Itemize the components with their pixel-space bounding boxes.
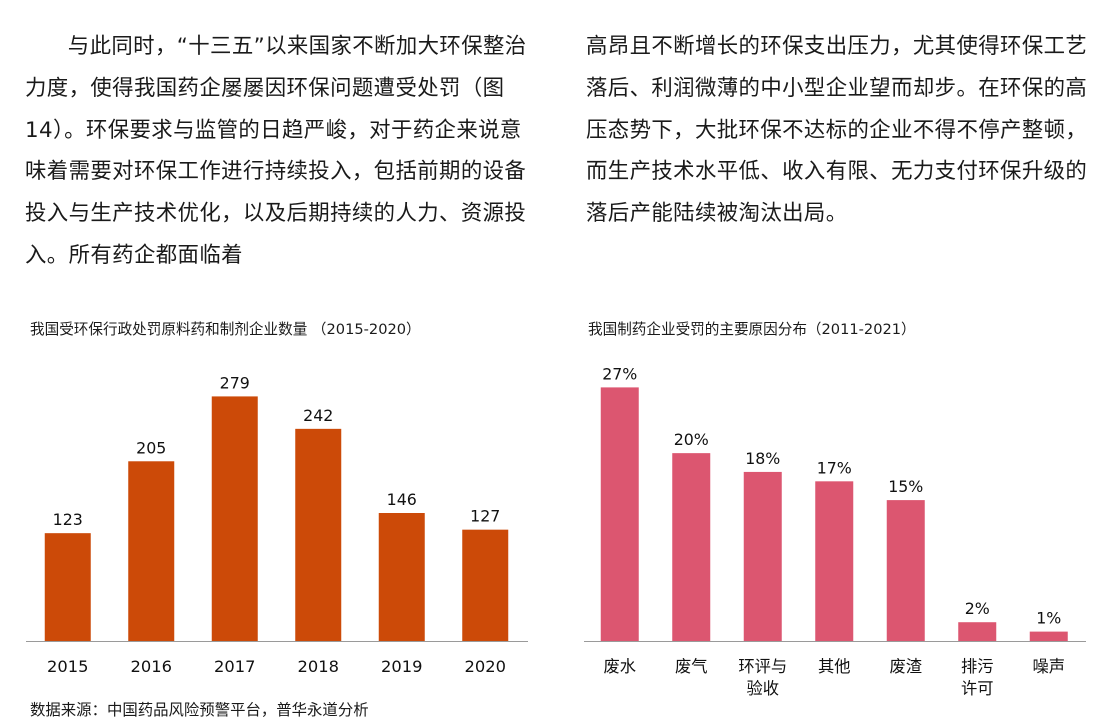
chart-2-data-label: 20% bbox=[674, 430, 709, 449]
source-note: 数据来源：中国药品风险预警平台，普华永道分析 bbox=[30, 701, 369, 719]
chart-2-tick-label: 验收 bbox=[746, 679, 779, 698]
chart-1-bar bbox=[378, 513, 425, 641]
chart-1-title: 我国受环保行政处罚原料药和制剂企业数量 （2015-2020） bbox=[30, 321, 421, 338]
chart-1-data-label: 279 bbox=[220, 373, 250, 392]
chart-2-bar bbox=[600, 387, 639, 641]
chart-1-data-label: 242 bbox=[303, 406, 333, 425]
chart-2-bar bbox=[958, 622, 997, 641]
chart-1-bar bbox=[295, 428, 342, 641]
chart-2-tick-label: 噪声 bbox=[1032, 657, 1065, 676]
chart-2-bar bbox=[815, 481, 854, 641]
chart-2-bar bbox=[672, 453, 711, 641]
chart-1-data-label: 205 bbox=[136, 438, 166, 457]
chart-1-tick-label: 2015 bbox=[47, 657, 88, 676]
chart-2-tick-label: 废水 bbox=[603, 657, 636, 676]
chart-1-bar bbox=[462, 529, 509, 641]
chart-1-tick-label: 2019 bbox=[381, 657, 422, 676]
chart-1-bar bbox=[128, 461, 175, 641]
chart-2-title: 我国制药企业受罚的主要原因分布（2011-2021） bbox=[588, 321, 916, 338]
chart-1-data-label: 146 bbox=[387, 490, 417, 509]
chart-1-tick-label: 2017 bbox=[214, 657, 255, 676]
chart-1-tick-label: 2020 bbox=[465, 657, 506, 676]
chart-1-bar bbox=[44, 533, 91, 641]
chart-2-tick-label: 废渣 bbox=[889, 657, 922, 676]
chart-2-bar bbox=[886, 500, 925, 641]
chart-1-tick-label: 2018 bbox=[298, 657, 339, 676]
left-paragraph: 与此同时，“十三五”以来国家不断加大环保整治力度，使得我国药企屡屡因环保问题遭受… bbox=[25, 34, 527, 268]
chart-2-data-label: 1% bbox=[1036, 609, 1061, 628]
chart-2-tick-label: 许可 bbox=[961, 679, 994, 698]
chart-2-tick-label: 环评与 bbox=[738, 657, 787, 676]
chart-1-tick-label: 2016 bbox=[131, 657, 172, 676]
chart-2-tick-label: 废气 bbox=[675, 657, 708, 676]
chart-1-data-label: 123 bbox=[53, 510, 83, 529]
chart-2-data-label: 15% bbox=[888, 477, 923, 496]
chart-2-tick-label: 其他 bbox=[818, 657, 851, 676]
chart-2-tick-label: 排污 bbox=[961, 657, 994, 676]
chart-2-data-label: 17% bbox=[817, 458, 852, 477]
chart-2-data-label: 2% bbox=[965, 599, 990, 618]
chart-1-data-label: 127 bbox=[470, 507, 500, 526]
chart-2-data-label: 18% bbox=[745, 449, 780, 468]
right-paragraph: 高昂且不断增长的环保支出压力，尤其使得环保工艺落后、利润微薄的中小型企业望而却步… bbox=[586, 34, 1088, 227]
chart-1-bar bbox=[211, 396, 258, 641]
chart-2-bar bbox=[1029, 631, 1068, 641]
chart-2-bar bbox=[743, 471, 782, 641]
chart-2-data-label: 27% bbox=[602, 364, 637, 383]
